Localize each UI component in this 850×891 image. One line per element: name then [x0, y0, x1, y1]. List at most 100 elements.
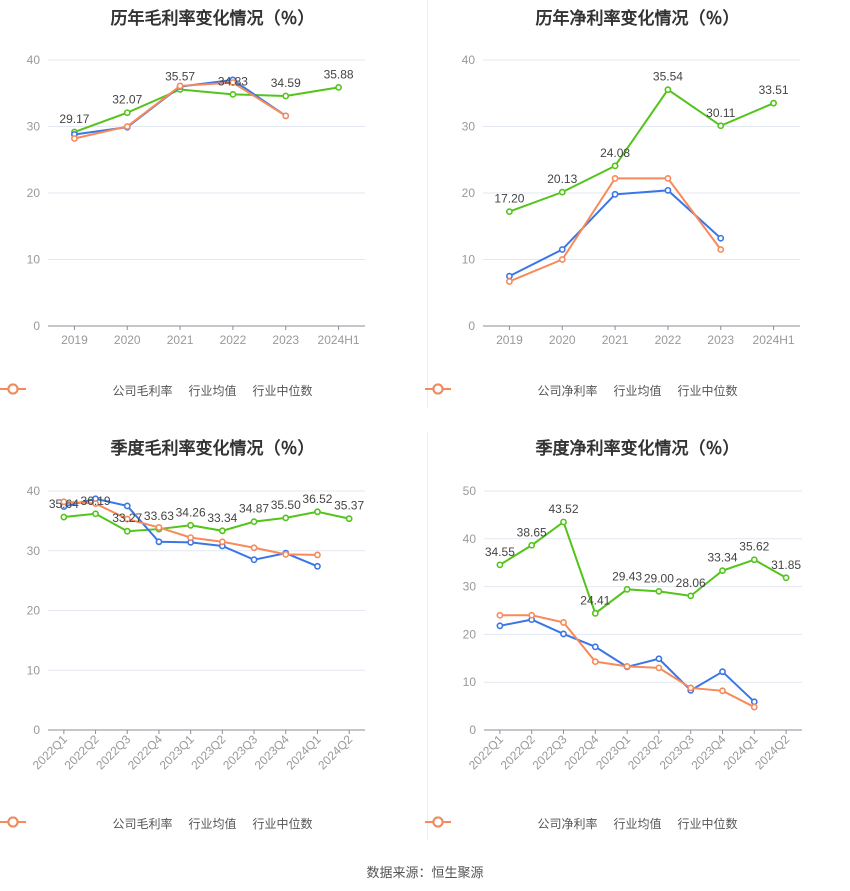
- median-data-point: [314, 551, 321, 559]
- y-tick-label: 10: [27, 663, 41, 677]
- y-tick-label: 0: [468, 319, 475, 333]
- company-data-point: [611, 162, 619, 170]
- data-label: 29.43: [612, 569, 642, 583]
- company-data-point: [218, 527, 226, 535]
- median-data-point: [92, 500, 99, 507]
- legend-label: 公司毛利率: [112, 817, 173, 831]
- x-tick-label: 2019: [61, 333, 88, 347]
- median-data-point: [282, 550, 290, 558]
- y-tick-label: 30: [462, 120, 476, 134]
- company-series-line: [499, 520, 787, 615]
- legend-item-median[interactable]: 行业中位数: [0, 382, 313, 399]
- company-data-point: [623, 585, 631, 593]
- avg-data-point: [314, 562, 321, 570]
- avg-data-point: [591, 643, 599, 651]
- company-data-point: [314, 508, 321, 516]
- x-tick-label: 2022: [220, 333, 247, 347]
- legend-item-company[interactable]: 公司净利率: [425, 815, 597, 832]
- chart-title: 历年净利率变化情况（％）: [535, 9, 740, 28]
- median-data-point: [218, 538, 226, 546]
- y-tick-label: 30: [27, 120, 41, 134]
- median-data-point: [560, 619, 567, 626]
- y-tick-label: 40: [27, 53, 41, 67]
- company-data-point: [123, 109, 131, 117]
- company-data-point: [60, 513, 68, 521]
- avg-data-point: [664, 186, 672, 194]
- legend-item-avg[interactable]: 行业均值: [425, 815, 662, 832]
- legend-line-circle-icon: [0, 816, 26, 828]
- y-tick-label: 0: [33, 723, 40, 737]
- median-data-point: [496, 611, 504, 619]
- company-data-point: [560, 518, 567, 526]
- legend: 公司毛利率 行业均值 行业中位数: [0, 815, 425, 832]
- median-data-point: [155, 524, 163, 531]
- legend-item-company[interactable]: 公司毛利率: [0, 815, 173, 832]
- company-data-point: [719, 567, 726, 575]
- divider: [427, 432, 428, 840]
- company-data-point: [770, 99, 777, 107]
- data-label: 43.52: [548, 502, 578, 516]
- data-label: 29.00: [644, 571, 674, 585]
- x-tick-label: 2020: [549, 333, 576, 347]
- data-label: 35.37: [334, 499, 364, 513]
- avg-data-point: [560, 630, 567, 638]
- company-data-point: [782, 574, 790, 582]
- data-label: 35.54: [653, 70, 683, 84]
- data-label: 33.51: [759, 83, 789, 97]
- x-tick-label: 2023: [707, 333, 734, 347]
- x-tick-label: 2019: [496, 333, 523, 347]
- company-data-point: [250, 518, 258, 526]
- company-data-point: [687, 592, 695, 600]
- company-data-point: [282, 514, 290, 522]
- median-data-point: [750, 703, 758, 711]
- data-label: 20.13: [547, 172, 577, 186]
- legend-label: 行业均值: [188, 817, 237, 831]
- avg-data-point: [123, 502, 131, 510]
- data-label: 35.50: [271, 498, 301, 512]
- company-data-point: [506, 208, 513, 216]
- data-label: 28.06: [676, 576, 706, 590]
- legend-item-median[interactable]: 行业中位数: [425, 815, 738, 832]
- company-data-point: [655, 587, 663, 595]
- divider: [427, 0, 428, 408]
- y-tick-label: 10: [27, 253, 41, 267]
- legend-item-avg[interactable]: 行业均值: [0, 382, 237, 399]
- legend-item-company[interactable]: 公司净利率: [425, 382, 597, 399]
- company-data-point: [558, 188, 566, 196]
- avg-data-point: [655, 655, 663, 663]
- median-data-point: [591, 658, 599, 666]
- data-label: 34.55: [485, 545, 515, 559]
- x-tick-label: 2022: [655, 333, 682, 347]
- median-data-point: [250, 544, 258, 552]
- legend-item-median[interactable]: 行业中位数: [425, 382, 738, 399]
- legend-item-avg[interactable]: 行业均值: [425, 382, 662, 399]
- avg-data-point: [558, 246, 566, 253]
- median-data-point: [717, 246, 725, 253]
- median-data-point: [71, 135, 78, 142]
- plot-area: 0102030402022Q12022Q22022Q32022Q42023Q12…: [27, 484, 365, 772]
- avg-data-point: [155, 538, 163, 546]
- legend: 公司毛利率 行业均值 行业中位数: [0, 382, 425, 399]
- median-data-point: [176, 82, 184, 90]
- company-series-line: [509, 88, 774, 213]
- legend-label: 行业中位数: [677, 384, 738, 398]
- company-data-point: [664, 86, 672, 94]
- avg-data-point: [250, 556, 258, 564]
- avg-data-point: [496, 622, 504, 630]
- legend-item-company[interactable]: 公司毛利率: [0, 382, 172, 399]
- y-tick-label: 10: [462, 253, 476, 267]
- data-label: 24.08: [600, 146, 630, 160]
- company-data-point: [282, 92, 290, 100]
- data-label: 24.41: [580, 593, 610, 607]
- avg-series-line: [508, 189, 722, 278]
- legend-label: 行业中位数: [677, 817, 738, 831]
- avg-data-point: [719, 668, 726, 676]
- x-tick-label: 2020: [114, 333, 141, 347]
- company-data-point: [591, 609, 599, 617]
- y-tick-label: 40: [27, 484, 41, 498]
- legend-item-median[interactable]: 行业中位数: [0, 815, 313, 832]
- y-tick-label: 50: [463, 484, 477, 498]
- legend-item-avg[interactable]: 行业均值: [0, 815, 237, 832]
- median-data-point: [123, 515, 131, 523]
- data-label: 35.64: [49, 497, 79, 511]
